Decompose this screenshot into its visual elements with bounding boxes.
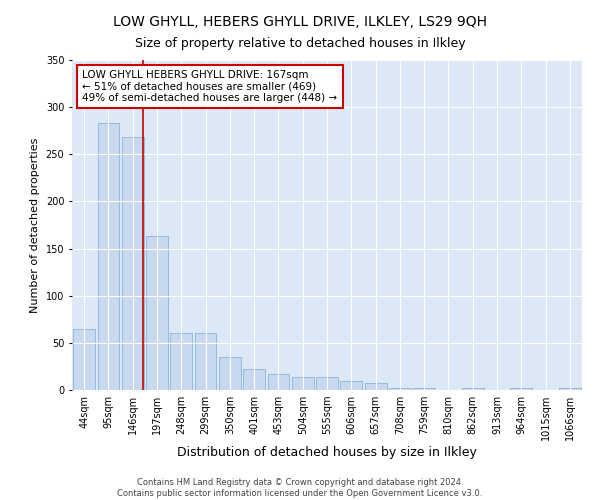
Bar xyxy=(365,384,386,390)
Bar xyxy=(122,138,143,390)
Bar xyxy=(194,334,217,390)
Bar xyxy=(146,236,168,390)
Bar xyxy=(292,377,314,390)
Bar xyxy=(511,388,532,390)
Bar xyxy=(97,123,119,390)
Bar xyxy=(219,357,241,390)
Bar xyxy=(413,388,435,390)
Bar xyxy=(170,334,192,390)
Bar xyxy=(462,388,484,390)
X-axis label: Distribution of detached houses by size in Ilkley: Distribution of detached houses by size … xyxy=(177,446,477,459)
Text: LOW GHYLL, HEBERS GHYLL DRIVE, ILKLEY, LS29 9QH: LOW GHYLL, HEBERS GHYLL DRIVE, ILKLEY, L… xyxy=(113,15,487,29)
Text: Size of property relative to detached houses in Ilkley: Size of property relative to detached ho… xyxy=(134,38,466,51)
Y-axis label: Number of detached properties: Number of detached properties xyxy=(30,138,40,312)
Bar xyxy=(268,374,289,390)
Bar xyxy=(559,388,581,390)
Bar xyxy=(243,370,265,390)
Text: Contains HM Land Registry data © Crown copyright and database right 2024.
Contai: Contains HM Land Registry data © Crown c… xyxy=(118,478,482,498)
Bar xyxy=(389,388,411,390)
Bar xyxy=(73,328,95,390)
Text: LOW GHYLL HEBERS GHYLL DRIVE: 167sqm
← 51% of detached houses are smaller (469)
: LOW GHYLL HEBERS GHYLL DRIVE: 167sqm ← 5… xyxy=(82,70,337,103)
Bar xyxy=(340,380,362,390)
Bar xyxy=(316,377,338,390)
